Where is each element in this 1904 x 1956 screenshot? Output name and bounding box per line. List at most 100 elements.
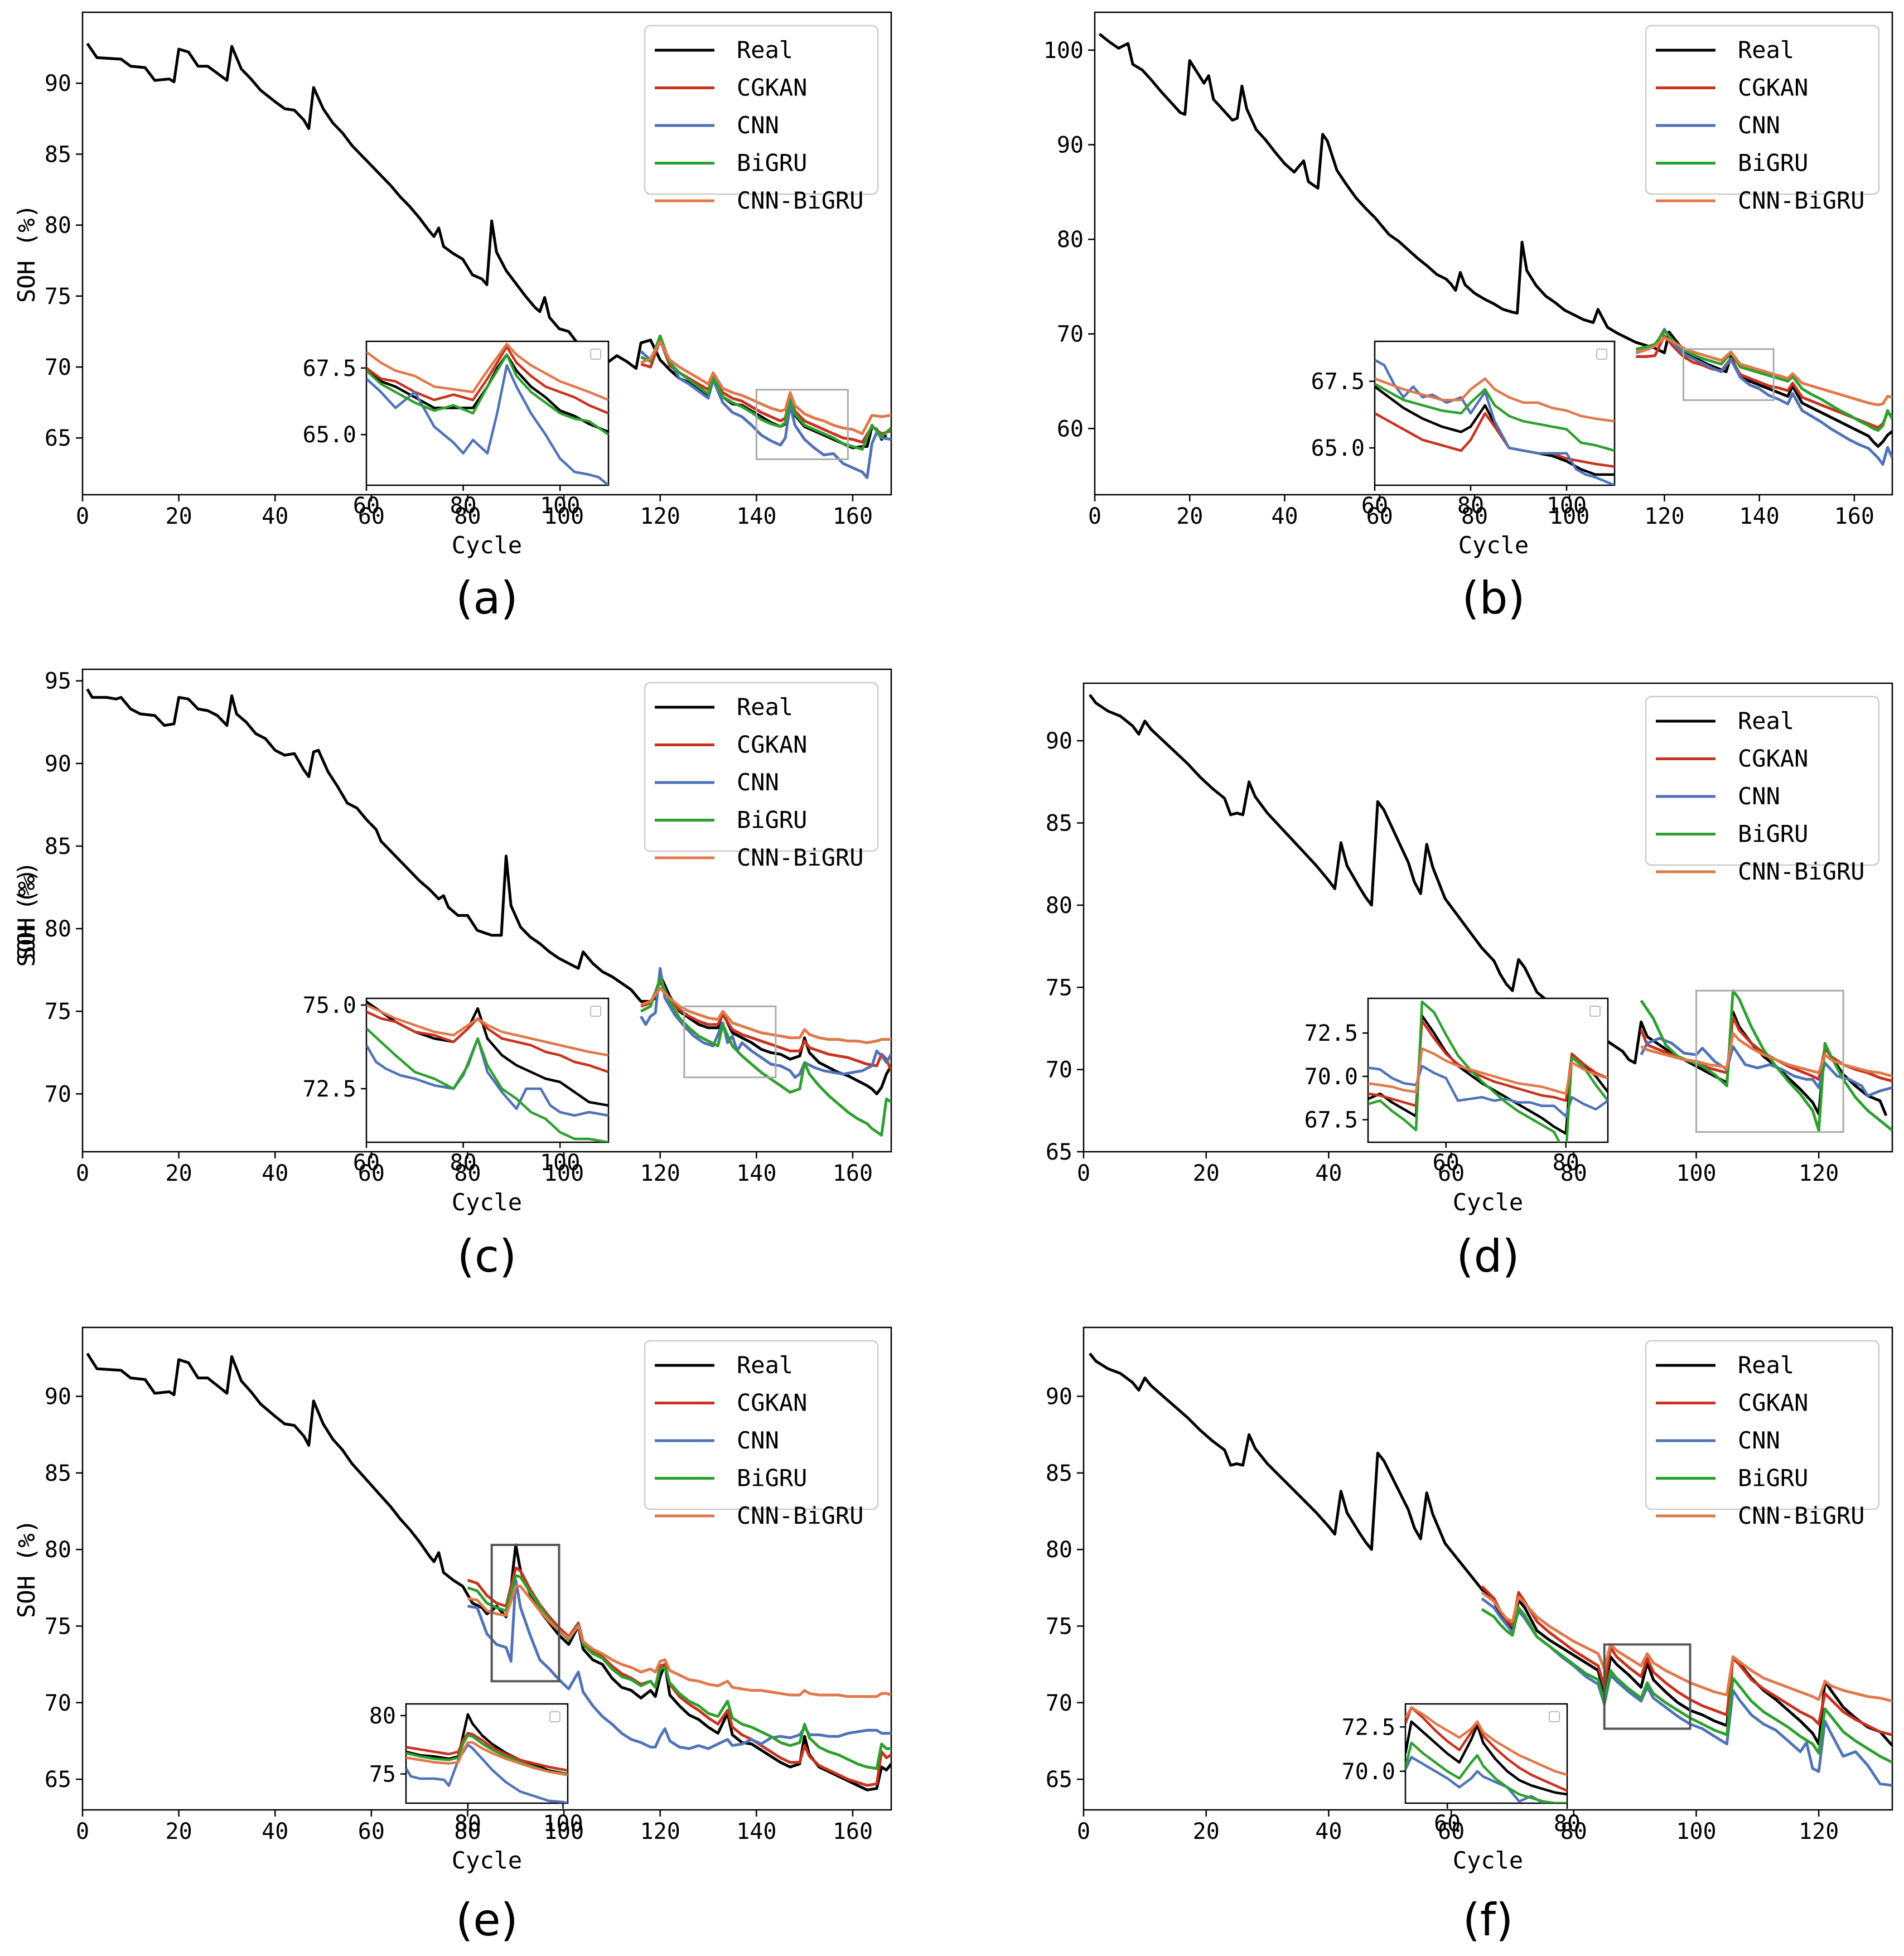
inset-y-tick-label: 70.0 [1342, 1759, 1395, 1785]
series-group [86, 42, 891, 479]
inset-line-bigru [1368, 1000, 1608, 1142]
y-tick-label: 80 [1057, 227, 1084, 253]
y-axis-label: SOH (%) [13, 204, 40, 303]
x-tick-label: 0 [76, 1819, 89, 1844]
y-tick-label: 80 [45, 916, 71, 942]
x-tick-label: 160 [833, 1161, 873, 1186]
x-axis-label: Cycle [452, 532, 522, 559]
inset: 60 80 100 65.0 67.5 [1311, 340, 1616, 519]
y-tick-label: 65 [1046, 1767, 1072, 1793]
inset-x-tick-label: 60 [353, 493, 380, 519]
x-tick-label: 40 [262, 1819, 288, 1844]
x-axis-label: Cycle [452, 1847, 522, 1874]
series-line-cnn [1640, 1037, 1892, 1098]
x-tick-label: 40 [262, 1161, 288, 1186]
x-tick-label: 140 [736, 1161, 776, 1186]
x-tick-label: 40 [1271, 504, 1298, 529]
x-axis-label: Cycle [1458, 532, 1529, 559]
legend-label-real: Real [737, 1351, 793, 1379]
x-tick-label: 140 [736, 1819, 776, 1844]
legend-label-cnn: CNN [737, 1427, 779, 1454]
legend-label-cgkan: CGKAN [1738, 1389, 1808, 1417]
chart-panel-4: 0 20 40 60 80 100 120 65 70 75 80 85 90 Cycle SOH (%) 6… [13, 682, 1893, 1282]
y-tick-label: 90 [45, 751, 71, 777]
inset-line-cgkan [366, 345, 608, 415]
inset-legend-marker [1589, 1006, 1601, 1017]
y-axis-label: SOH (%) [13, 868, 40, 967]
y-tick-label: 85 [1046, 811, 1072, 837]
legend-label-cgkan: CGKAN [737, 74, 807, 102]
legend-frame [1645, 696, 1880, 866]
chart-panel-5: 0 20 40 60 80 100 120 140 160 65 70 75 80 85 90 Cycle SO… [13, 1326, 892, 1946]
inset-legend-marker [549, 1711, 560, 1722]
inset-line-cnn-bigru [1368, 1047, 1608, 1095]
legend-label-cnn: CNN [737, 769, 779, 796]
legend: Real CGKAN CNN BiGRU CNN-BiGRU [1645, 25, 1880, 214]
inset-y-tick-label: 80 [369, 1703, 396, 1729]
y-tick-label: 80 [1046, 1537, 1072, 1563]
series-line-real [1098, 33, 1892, 448]
inset-line-cnn [406, 1744, 568, 1803]
y-tick-label: 80 [1046, 893, 1072, 919]
y-axis-label: SOH (%) [13, 1519, 40, 1618]
inset-line-cnn-bigru [366, 1003, 608, 1057]
legend-frame [1645, 1340, 1880, 1510]
zoom-box [1695, 989, 1844, 1133]
legend-frame [644, 25, 879, 195]
legend-label-real: Real [737, 693, 793, 721]
x-tick-label: 100 [544, 504, 584, 529]
inset: 60 80 67.5 70.0 72.5 [1304, 997, 1609, 1176]
y-tick-label: 75 [45, 999, 71, 1025]
y-tick-label: 70 [45, 1691, 71, 1716]
inset-x-tick-label: 80 [1553, 1150, 1579, 1176]
y-tick-label: 100 [1043, 38, 1084, 64]
legend-label-bigru: BiGRU [1738, 149, 1808, 177]
x-tick-label: 100 [1676, 1161, 1716, 1186]
legend-frame [644, 682, 879, 852]
x-tick-label: 60 [358, 1819, 385, 1844]
y-tick-label: 65 [1046, 1139, 1072, 1165]
chart-panel-2: 0 20 40 60 80 100 120 140 160 60 70 80 90 100 Cycle SOH… [13, 11, 1893, 624]
inset-frame [365, 340, 610, 486]
legend-label-bigru: BiGRU [1738, 820, 1808, 848]
series-line-bigru [467, 1574, 891, 1770]
y-axis-label: SOH (%) [13, 1519, 40, 1618]
y-tick-label: 85 [1046, 1461, 1072, 1486]
inset: 60 80 100 65.0 67.5 [303, 340, 610, 519]
x-tick-label: 140 [1739, 504, 1780, 529]
y-tick-label: 70 [1046, 1691, 1072, 1716]
legend: Real CGKAN CNN BiGRU CNN-BiGRU [1645, 696, 1880, 885]
y-tick-label: 75 [45, 1614, 71, 1639]
legend-label-real: Real [737, 36, 793, 64]
inset-line-cgkan [366, 1010, 608, 1074]
legend-label-cnn: CNN [1738, 112, 1780, 139]
panel-caption: (c) [457, 1230, 516, 1282]
zoom-box [490, 1543, 560, 1683]
y-tick-label: 65 [45, 1767, 71, 1793]
y-tick-label: 75 [1046, 1614, 1072, 1639]
panel-caption: (f) [1463, 1894, 1514, 1946]
inset-line-cnn-bigru [366, 342, 608, 402]
chart-panel-6: 0 20 40 60 80 100 120 65 70 75 80 85 90 Cycle SOH (%) 6… [13, 1326, 1893, 1946]
legend-label-cnn-bigru: CNN-BiGRU [737, 1502, 864, 1529]
inset-frame [405, 1703, 569, 1804]
x-tick-label: 40 [262, 504, 288, 529]
x-tick-label: 100 [544, 1161, 584, 1186]
inset-line-real [1405, 1720, 1567, 1796]
x-tick-label: 100 [544, 1819, 584, 1844]
x-tick-label: 60 [1366, 504, 1393, 529]
inset-y-tick-label: 65.0 [1311, 436, 1365, 461]
inset-line-real [1375, 385, 1615, 476]
inset-x-tick-label: 60 [1433, 1150, 1460, 1176]
x-tick-label: 120 [640, 1819, 680, 1844]
zoom-box [1682, 348, 1775, 401]
x-tick-label: 0 [76, 1161, 89, 1186]
series-line-cnn [640, 967, 891, 1079]
x-tick-label: 120 [640, 1161, 680, 1186]
y-tick-label: 85 [45, 142, 71, 167]
series-line-bigru [640, 977, 891, 1137]
x-tick-label: 20 [166, 504, 192, 529]
inset-line-cnn-bigru [1405, 1706, 1567, 1776]
legend: Real CGKAN CNN BiGRU CNN-BiGRU [644, 1340, 879, 1529]
